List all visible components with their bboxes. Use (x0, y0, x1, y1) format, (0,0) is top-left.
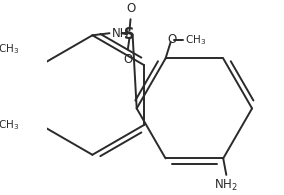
Text: CH$_3$: CH$_3$ (185, 33, 206, 47)
Text: O: O (123, 53, 132, 66)
Text: NH$_2$: NH$_2$ (214, 178, 238, 193)
Text: O: O (126, 2, 135, 15)
Text: CH$_3$: CH$_3$ (0, 118, 19, 132)
Text: S: S (124, 27, 135, 42)
Text: O: O (167, 33, 176, 46)
Text: CH$_3$: CH$_3$ (0, 42, 19, 56)
Text: NH: NH (112, 27, 130, 40)
